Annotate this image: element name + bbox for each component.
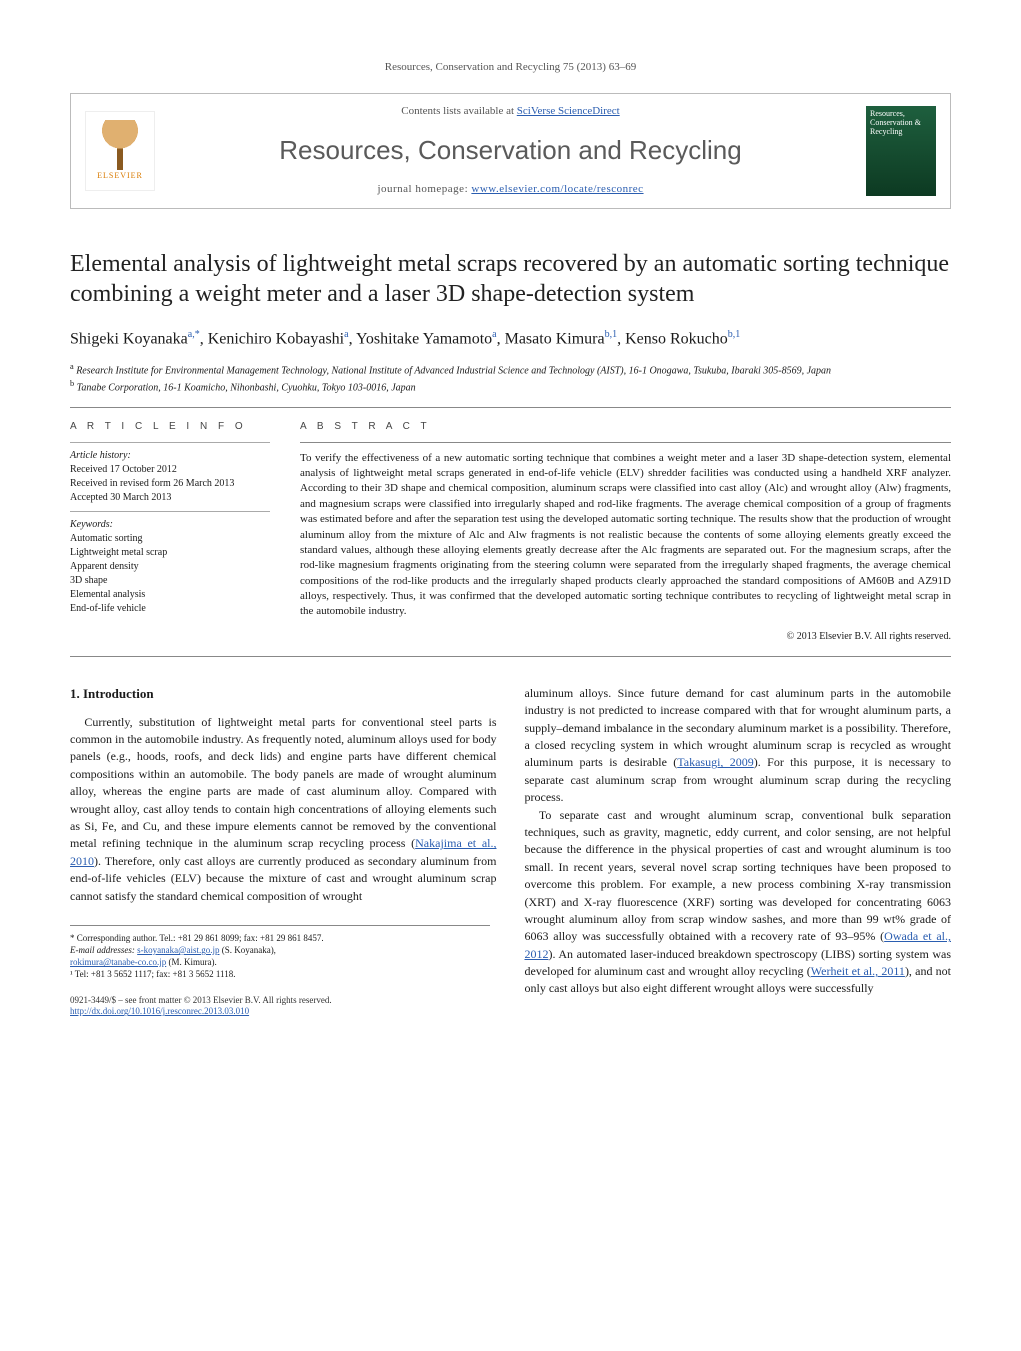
email-line: E-mail addresses: s-koyanaka@aist.go.jp …	[70, 944, 490, 956]
abstract-text: To verify the effectiveness of a new aut…	[300, 451, 951, 620]
para-2: aluminum alloys. Since future demand for…	[525, 685, 952, 807]
article-info-heading: a r t i c l e i n f o	[70, 420, 270, 434]
homepage-prefix: journal homepage:	[377, 183, 471, 195]
masthead-center: Contents lists available at SciVerse Sci…	[169, 104, 852, 197]
email-1-who: (S. Koyanaka),	[219, 945, 275, 955]
email-line-2: rokimura@tanabe-co.co.jp (M. Kimura).	[70, 956, 490, 968]
contents-line: Contents lists available at SciVerse Sci…	[169, 104, 852, 119]
cite-werheit[interactable]: Werheit et al., 2011	[811, 964, 905, 978]
history-block: Article history: Received 17 October 201…	[70, 442, 270, 505]
history-line-2: Accepted 30 March 2013	[70, 491, 270, 505]
history-line-1: Received in revised form 26 March 2013	[70, 477, 270, 491]
email-2[interactable]: rokimura@tanabe-co.co.jp	[70, 957, 166, 967]
keyword-4: Elemental analysis	[70, 588, 270, 602]
keyword-5: End-of-life vehicle	[70, 602, 270, 616]
rule-top	[70, 407, 951, 408]
abstract-col: a b s t r a c t To verify the effectiven…	[300, 420, 951, 644]
affiliation-a: a Research Institute for Environmental M…	[70, 361, 951, 378]
affiliations: a Research Institute for Environmental M…	[70, 361, 951, 395]
keyword-0: Automatic sorting	[70, 532, 270, 546]
journal-cover: Resources, Conservation & Recycling	[866, 106, 936, 196]
abstract-heading: a b s t r a c t	[300, 420, 951, 434]
issn-line: 0921-3449/$ – see front matter © 2013 El…	[70, 995, 497, 1007]
article-title: Elemental analysis of lightweight metal …	[70, 249, 951, 309]
affiliation-b: b Tanabe Corporation, 16-1 Koamicho, Nih…	[70, 378, 951, 395]
keywords-label: Keywords:	[70, 519, 113, 530]
rule-abs	[300, 442, 951, 443]
cite-takasugi[interactable]: Takasugi, 2009	[677, 755, 754, 769]
footer-block: 0921-3449/$ – see front matter © 2013 El…	[70, 995, 497, 1018]
masthead: ELSEVIER Contents lists available at Sci…	[70, 93, 951, 208]
page-root: Resources, Conservation and Recycling 75…	[0, 0, 1021, 1058]
contents-prefix: Contents lists available at	[401, 105, 516, 117]
para-1: Currently, substitution of lightweight m…	[70, 714, 497, 905]
keyword-2: Apparent density	[70, 560, 270, 574]
running-head-text: Resources, Conservation and Recycling 75…	[385, 61, 636, 73]
rule-bottom	[70, 656, 951, 657]
homepage-link[interactable]: www.elsevier.com/locate/resconrec	[471, 183, 643, 195]
journal-name: Resources, Conservation and Recycling	[169, 132, 852, 168]
body-columns: 1. Introduction Currently, substitution …	[70, 685, 951, 1018]
keywords-block: Keywords: Automatic sorting Lightweight …	[70, 511, 270, 616]
corr-author-note: * Corresponding author. Tel.: +81 29 861…	[70, 932, 490, 944]
running-head: Resources, Conservation and Recycling 75…	[70, 60, 951, 75]
homepage-line: journal homepage: www.elsevier.com/locat…	[169, 182, 852, 197]
keyword-3: 3D shape	[70, 574, 270, 588]
keyword-1: Lightweight metal scrap	[70, 546, 270, 560]
author-line: Shigeki Koyanakaa,*, Kenichiro Kobayashi…	[70, 327, 951, 351]
footnotes: * Corresponding author. Tel.: +81 29 861…	[70, 925, 490, 981]
email-1[interactable]: s-koyanaka@aist.go.jp	[137, 945, 219, 955]
history-label: Article history:	[70, 450, 131, 461]
elsevier-label: ELSEVIER	[97, 170, 143, 181]
abstract-copyright: © 2013 Elsevier B.V. All rights reserved…	[300, 630, 951, 644]
note-1: ¹ Tel: +81 3 5652 1117; fax: +81 3 5652 …	[70, 968, 490, 980]
history-line-0: Received 17 October 2012	[70, 463, 270, 477]
sciencedirect-link[interactable]: SciVerse ScienceDirect	[517, 105, 620, 117]
tree-icon	[100, 120, 140, 170]
article-info-col: a r t i c l e i n f o Article history: R…	[70, 420, 270, 644]
section-1-heading: 1. Introduction	[70, 685, 497, 704]
para-3: To separate cast and wrought aluminum sc…	[525, 807, 952, 998]
doi-link[interactable]: http://dx.doi.org/10.1016/j.resconrec.20…	[70, 1006, 249, 1016]
email-2-who: (M. Kimura).	[166, 957, 217, 967]
info-abstract-row: a r t i c l e i n f o Article history: R…	[70, 420, 951, 644]
elsevier-logo: ELSEVIER	[85, 111, 155, 191]
cover-title: Resources, Conservation & Recycling	[870, 110, 932, 136]
email-label: E-mail addresses:	[70, 945, 137, 955]
